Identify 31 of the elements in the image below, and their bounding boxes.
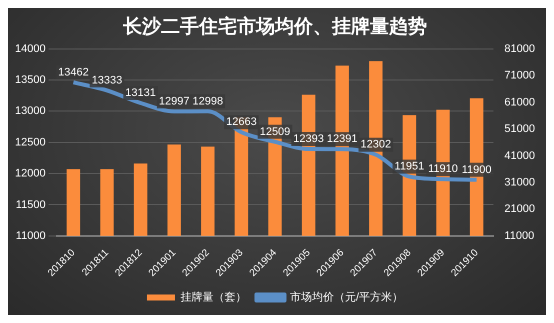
y-tick-label: 14000 (14, 42, 46, 55)
data-label: 11951 (394, 160, 424, 173)
data-label: 13462 (58, 66, 89, 78)
data-label: 12663 (226, 116, 257, 128)
y2-tick-label: 11000 (504, 230, 534, 242)
y2-tick-label: 71000 (504, 70, 536, 82)
y-tick-label: 13500 (14, 74, 46, 86)
data-label: 11900 (462, 164, 492, 176)
data-label: 13333 (92, 74, 122, 86)
y-tick-label: 12000 (14, 168, 46, 180)
legend-label: 市场均价（元/平方米） (290, 290, 404, 304)
data-label: 11910 (428, 163, 458, 176)
legend-label: 挂牌量（套） (180, 292, 246, 304)
data-label: 12998 (192, 95, 224, 108)
data-label: 12391 (326, 133, 358, 146)
y2-tick-label: 31000 (504, 176, 536, 188)
y2-tick-label: 41000 (504, 150, 536, 162)
data-label: 12509 (260, 126, 290, 138)
data-label: 12393 (293, 133, 324, 146)
data-label: 12997 (158, 95, 190, 108)
y2-tick-label: 21000 (504, 203, 536, 216)
chart-title: 长沙二手住宅市场均价、挂牌量趋势 (122, 16, 427, 38)
data-label: 12302 (360, 138, 392, 151)
y2-tick-label: 61000 (504, 96, 536, 108)
y-tick-label: 11000 (16, 230, 46, 242)
y2-tick-label: 51000 (504, 123, 536, 136)
data-label: 13131 (125, 87, 156, 100)
y-tick-label: 11500 (16, 198, 46, 211)
y-tick-label: 12500 (14, 136, 46, 148)
y-tick-label: 13000 (14, 105, 46, 118)
y2-tick-label: 81000 (504, 42, 536, 55)
